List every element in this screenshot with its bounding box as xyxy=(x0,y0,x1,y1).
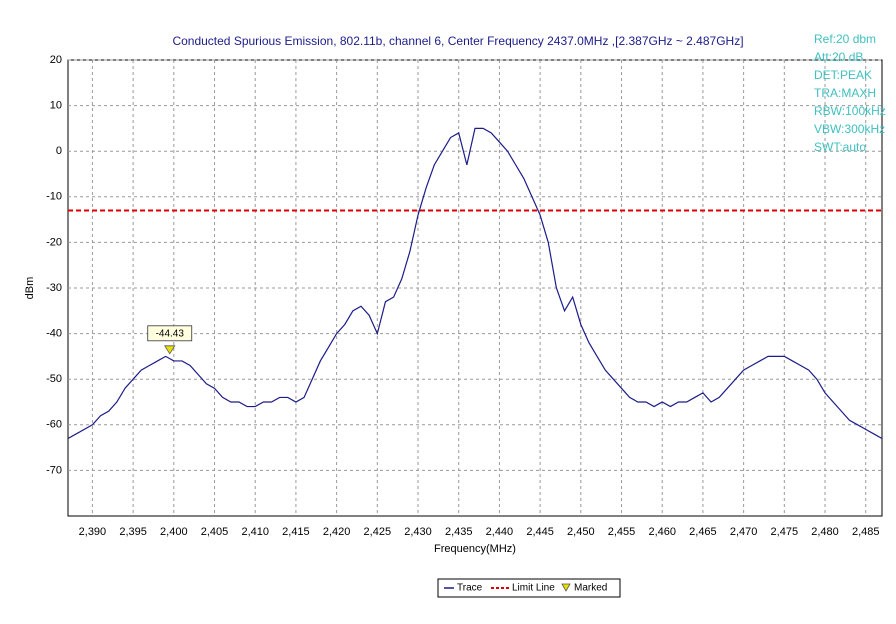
y-tick-label: 0 xyxy=(56,145,62,157)
y-tick-label: -10 xyxy=(46,191,62,203)
x-tick-label: 2,460 xyxy=(648,526,676,538)
y-tick-label: 20 xyxy=(50,54,62,66)
x-tick-label: 2,420 xyxy=(323,526,351,538)
marker xyxy=(164,345,176,355)
x-axis-label: Frequency(MHz) xyxy=(434,543,516,555)
info-text: VBW:300kHz xyxy=(814,122,885,136)
y-tick-label: -70 xyxy=(46,464,62,476)
x-tick-label: 2,470 xyxy=(730,526,758,538)
x-tick-label: 2,430 xyxy=(404,526,432,538)
legend-marker-swatch xyxy=(561,583,571,592)
y-tick-label: 10 xyxy=(50,100,62,112)
x-tick-label: 2,440 xyxy=(486,526,514,538)
x-tick-label: 2,405 xyxy=(201,526,229,538)
trace-line xyxy=(67,127,883,440)
y-tick-label: -30 xyxy=(46,282,62,294)
x-tick-label: 2,455 xyxy=(608,526,636,538)
y-tick-label: -40 xyxy=(46,328,62,340)
info-text: SWT:auto xyxy=(814,140,866,154)
x-tick-label: 2,390 xyxy=(79,526,107,538)
x-tick-label: 2,415 xyxy=(282,526,310,538)
marker-label: -44.43 xyxy=(156,328,185,339)
info-text: DET:PEAK xyxy=(814,68,872,82)
y-tick-label: -50 xyxy=(46,373,62,385)
x-tick-label: 2,400 xyxy=(160,526,188,538)
x-tick-label: 2,435 xyxy=(445,526,473,538)
y-tick-label: -20 xyxy=(46,236,62,248)
x-tick-label: 2,480 xyxy=(811,526,839,538)
x-tick-label: 2,445 xyxy=(526,526,554,538)
marker-label-box xyxy=(147,325,193,342)
x-tick-label: 2,465 xyxy=(689,526,717,538)
info-text: Ref:20 dbm xyxy=(814,32,876,46)
x-tick-label: 2,450 xyxy=(567,526,595,538)
chart-title: Conducted Spurious Emission, 802.11b, ch… xyxy=(172,34,743,48)
x-tick-label: 2,475 xyxy=(771,526,799,538)
legend-label: Trace xyxy=(457,583,483,594)
legend-label: Marked xyxy=(574,583,607,594)
x-tick-label: 2,425 xyxy=(364,526,392,538)
y-axis-label: dBm xyxy=(24,277,36,300)
legend-label: Limit Line xyxy=(512,583,555,594)
y-tick-label: -60 xyxy=(46,419,62,431)
x-tick-label: 2,395 xyxy=(119,526,147,538)
info-text: TRA:MAXH xyxy=(814,86,876,100)
info-text: RBW:100kHz xyxy=(814,104,886,118)
x-tick-label: 2,485 xyxy=(852,526,880,538)
legend xyxy=(437,578,621,598)
x-tick-label: 2,410 xyxy=(241,526,269,538)
info-text: Att:20 dB xyxy=(814,50,863,64)
